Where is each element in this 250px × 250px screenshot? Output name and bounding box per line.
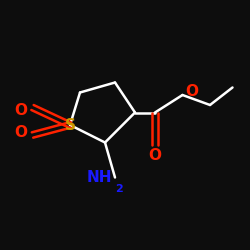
Text: O: O <box>185 84 198 99</box>
Text: O: O <box>14 102 28 118</box>
Text: O: O <box>148 148 162 162</box>
Text: O: O <box>14 125 28 140</box>
Text: S: S <box>64 118 76 132</box>
Text: NH: NH <box>87 170 112 185</box>
Text: 2: 2 <box>115 184 123 194</box>
